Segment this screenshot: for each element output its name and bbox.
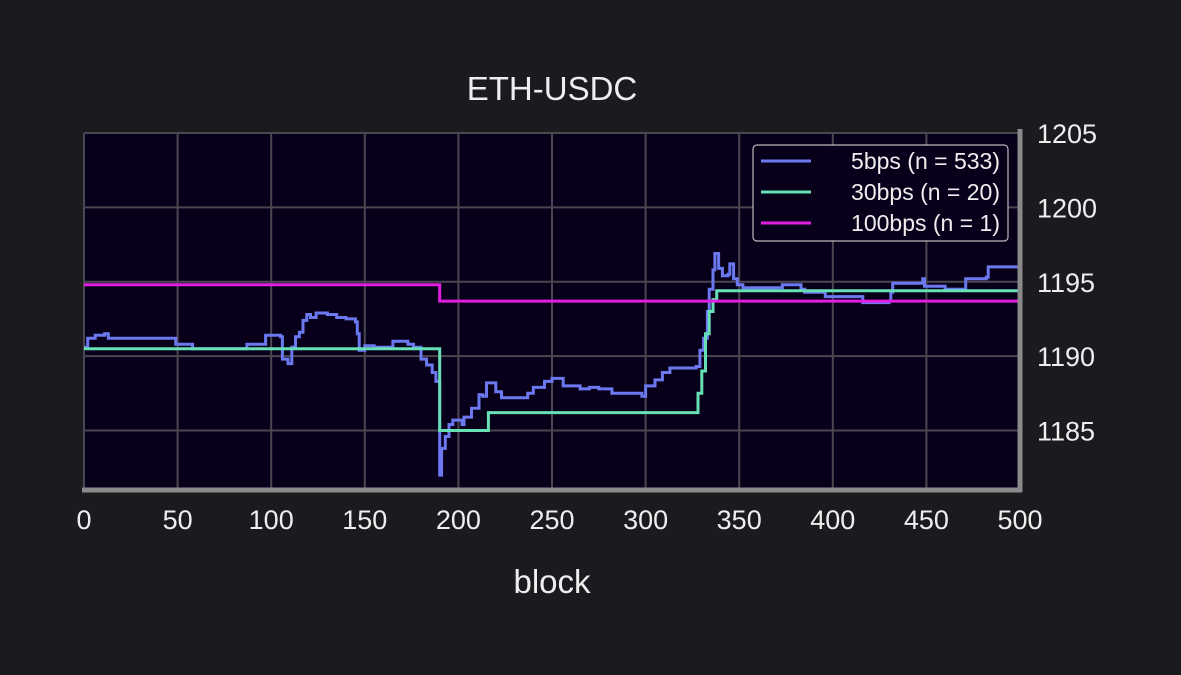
x-tick-label: 150 — [342, 505, 387, 535]
x-tick-label: 50 — [163, 505, 193, 535]
x-tick-label: 250 — [529, 505, 574, 535]
ticks-layer: 0 50 100 150 200 250 300 350 400 450 500 1185 1190 11… — [76, 119, 1097, 535]
x-tick-label: 0 — [76, 505, 91, 535]
series-line-3 — [84, 283, 1020, 303]
legend: 5bps (n = 533) 30bps (n = 20) 100bps (n = … — [752, 144, 1009, 242]
x-tick-label: 450 — [904, 505, 949, 535]
legend-box — [752, 144, 1009, 242]
y-tick-label: 1200 — [1037, 193, 1097, 223]
x-tick-label: 500 — [997, 505, 1042, 535]
y-tick-label: 1205 — [1037, 119, 1097, 149]
series-layer — [84, 252, 1022, 477]
y-tick-label: 1185 — [1037, 417, 1095, 447]
x-tick-label: 200 — [436, 505, 481, 535]
x-tick-label: 350 — [717, 505, 762, 535]
x-tick-label: 300 — [623, 505, 668, 535]
x-tick-label: 100 — [249, 505, 294, 535]
legend-label-1: 5bps (n = 533) — [851, 148, 1000, 174]
axes-layer — [82, 129, 1023, 493]
x-axis-title: block — [513, 563, 591, 600]
legend-label-3: 100bps (n = 1) — [851, 210, 1000, 236]
x-tick-label: 400 — [810, 505, 855, 535]
series-line-1 — [84, 252, 1022, 477]
chart-title: ETH-USDC — [467, 70, 638, 107]
y-tick-label: 1190 — [1037, 342, 1095, 372]
y-tick-label: 1195 — [1037, 268, 1095, 298]
legend-label-2: 30bps (n = 20) — [851, 179, 1000, 205]
